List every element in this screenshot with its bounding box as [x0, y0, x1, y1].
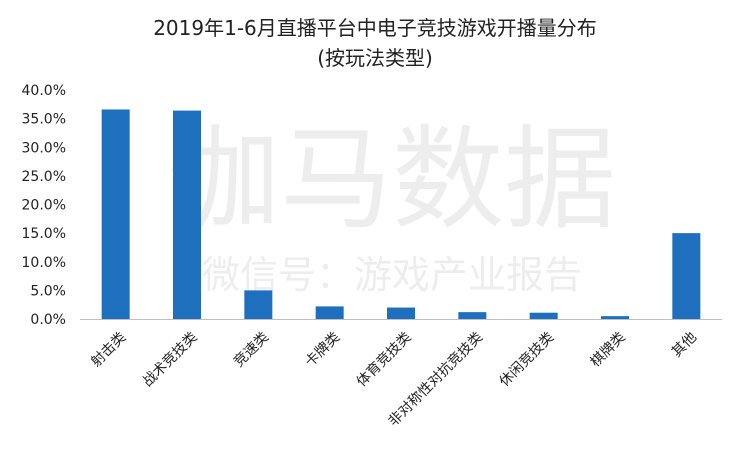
x-tick-label: 卡牌类: [302, 329, 344, 371]
bar: [601, 316, 629, 319]
bar: [672, 233, 701, 319]
bar: [315, 306, 344, 319]
bar: [101, 109, 130, 319]
chart-subtitle: (按玩法类型): [317, 46, 433, 70]
watermark-sub: 微信号：游戏产业报告: [202, 253, 582, 297]
y-axis: 0.0% 5.0% 10.0% 15.0% 20.0% 25.0% 30.0% 35.0% 40…: [22, 83, 66, 328]
x-tick-label: 竞速类: [230, 329, 272, 371]
x-tick-label: 其他: [669, 329, 700, 360]
watermark-main: 伽马数据: [168, 115, 616, 245]
y-tick-label: 20.0%: [22, 198, 66, 214]
y-tick-label: 10.0%: [22, 255, 66, 271]
bar: [458, 312, 487, 319]
bars: [101, 109, 701, 319]
x-tick-label: 战术竞技类: [139, 329, 201, 391]
x-tick-label: 体育竞技类: [353, 329, 415, 391]
y-tick-label: 25.0%: [22, 169, 66, 185]
y-tick-label: 35.0%: [22, 112, 66, 128]
y-tick-label: 40.0%: [22, 83, 66, 99]
y-tick-label: 30.0%: [22, 140, 66, 156]
chart-title: 2019年1-6月直播平台中电子竞技游戏开播量分布: [153, 16, 597, 40]
bar: [173, 110, 201, 319]
bar: [387, 307, 415, 319]
y-tick-label: 15.0%: [22, 226, 66, 242]
y-tick-label: 5.0%: [30, 283, 66, 299]
y-tick-label: 0.0%: [30, 312, 66, 328]
x-tick-label: 棋牌类: [587, 329, 629, 371]
x-tick-label: 射击类: [88, 329, 129, 370]
x-tick-label: 休闲竞技类: [496, 329, 558, 391]
bar: [529, 312, 558, 319]
watermark: 伽马数据 微信号：游戏产业报告: [168, 115, 616, 297]
bar: [244, 290, 273, 319]
